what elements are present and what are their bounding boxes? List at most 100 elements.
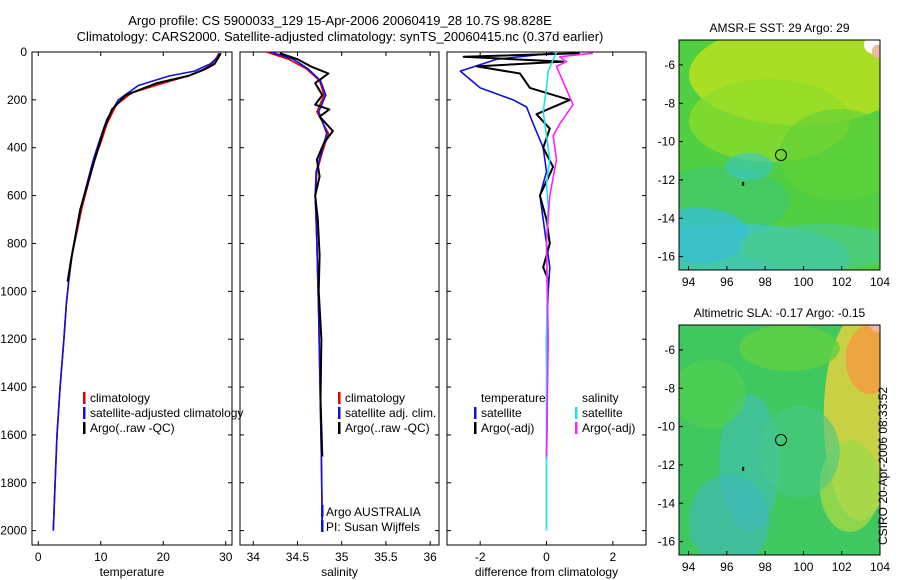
temperature-xtick-label: 0 [35, 550, 42, 564]
difference-legend-temp-argo-swatch [474, 422, 477, 434]
sst_map-xtick-label: 100 [793, 275, 813, 289]
temperature-ytick-label: 2000 [0, 524, 27, 538]
sst_map-ytick-label: -6 [664, 58, 675, 72]
difference-legend-temperature-heading: temperature [481, 391, 546, 405]
salinity-legend-satellite-swatch [338, 407, 341, 419]
temperature-legend-satellite-swatch [83, 407, 86, 419]
sst_map-title: AMSR-E SST: 29 Argo: 29 [709, 21, 849, 35]
salinity-annotation-swatch1 [321, 505, 324, 517]
sst_map-float-marker [774, 149, 787, 161]
sla_map-ytick-label: -6 [664, 343, 675, 357]
sst_map-xtick-label: 96 [720, 275, 734, 289]
salinity-legend-climatology-label: climatology [345, 391, 405, 405]
sst_map-ytick-label: -10 [658, 135, 676, 149]
temperature-ytick-label: 800 [7, 236, 27, 250]
sla_map-xtick-label: 102 [832, 560, 852, 574]
temperature-legend-climatology-label: climatology [90, 391, 150, 405]
temperature-ytick-label: 1200 [0, 332, 27, 346]
salinity-xtick-label: 36 [423, 550, 437, 564]
difference-legend-sal-satellite-swatch [575, 407, 578, 419]
figure-title-line2: Climatology: CARS2000. Satellite-adjuste… [76, 29, 604, 44]
temperature-ytick-label: 400 [7, 141, 27, 155]
sst_map-panel [678, 39, 881, 271]
sst_map-xtick-label: 104 [870, 275, 890, 289]
sla_map-ytick-label: -16 [658, 535, 676, 549]
difference-legend-sal-argo-swatch [575, 422, 578, 434]
sla_map-float-marker [774, 434, 787, 446]
salinity-xtick-label: 35.5 [374, 550, 398, 564]
sst_map-color-patch [679, 207, 750, 264]
sst_map-color-patch [725, 152, 774, 181]
temperature-series-argo-raw-qc- [66, 52, 222, 282]
difference-series-salinity-argo-adj- [545, 52, 593, 457]
difference-legend-temp-satellite-label: satellite [481, 406, 522, 420]
temperature-xtick-label: 10 [94, 550, 108, 564]
salinity-xtick-label: 34 [247, 550, 261, 564]
temperature-xlabel: temperature [100, 565, 165, 579]
timestamp-label: CSIRO 20-Apr-2006 08:33:52 [876, 386, 890, 545]
sla_map-xtick-label: 104 [870, 560, 890, 574]
sla_map-xtick-label: 100 [793, 560, 813, 574]
sla_map-field [679, 325, 880, 555]
temperature-ytick-label: 1800 [0, 476, 27, 490]
salinity-legend-argo-label: Argo(..raw -QC) [345, 421, 430, 435]
difference-legend-sal-argo-label: Argo(-adj) [582, 421, 635, 435]
salinity-xtick-label: 35 [335, 550, 349, 564]
difference-legend-salinity-heading: salinity [582, 391, 619, 405]
difference-xtick-label: -2 [475, 550, 486, 564]
temperature-legend-climatology-swatch [83, 392, 86, 404]
sla_map-ytick-label: -10 [658, 420, 676, 434]
sla_map-ytick-label: -14 [658, 496, 676, 510]
salinity-series-satellite-adj-clim- [270, 51, 328, 531]
sla_map-color-patch [759, 405, 840, 498]
sla_map-xtick-label: 98 [758, 560, 772, 574]
sst_map-axes-frame [678, 39, 881, 271]
salinity-legend-argo-swatch [338, 422, 341, 434]
salinity-legend-satellite-label: satellite adj. clim. [345, 406, 436, 420]
sla_map-xtick-label: 96 [720, 560, 734, 574]
temperature-legend-satellite-label: satellite-adjusted climatology [90, 406, 243, 420]
sst_map-ytick-label: -14 [658, 211, 676, 225]
sst_map-ytick-label: -8 [664, 96, 675, 110]
salinity-legend-climatology-swatch [338, 392, 341, 404]
difference-series-salinity-satellite [542, 51, 558, 531]
sst_map-xtick-label: 98 [758, 275, 772, 289]
sst_map-track-dot [742, 181, 745, 186]
salinity-xtick-label: 34.5 [286, 550, 310, 564]
sla_map-panel [678, 324, 881, 556]
difference-xtick-label: 0 [543, 550, 550, 564]
salinity-annotation-line1: Argo AUSTRALIA [326, 505, 421, 519]
figure-title-line1: Argo profile: CS 5900033_129 15-Apr-2006… [128, 13, 552, 28]
difference-xlabel: difference from climatology [475, 565, 618, 579]
sst_map-color-patch [779, 109, 880, 201]
sst_map-land-patch [871, 44, 880, 59]
salinity-series-argo-raw-qc- [279, 52, 334, 457]
sla_map-track-dot [742, 466, 745, 471]
temperature-ytick-label: 0 [20, 45, 27, 59]
sst_map-xtick-label: 102 [832, 275, 852, 289]
sla_map-color-patch [845, 325, 880, 394]
salinity-annotation-swatch2 [321, 520, 324, 532]
temperature-ytick-label: 600 [7, 189, 27, 203]
sst_map-color-patch [739, 224, 880, 270]
difference-panel [446, 51, 647, 546]
sst_map-field [679, 40, 880, 270]
sla_map-ytick-label: -12 [658, 458, 676, 472]
temperature-xtick-label: 20 [157, 550, 171, 564]
difference-legend-temp-argo-label: Argo(-adj) [481, 421, 534, 435]
difference-legend-temp-satellite-swatch [474, 407, 477, 419]
difference-xtick-label: 2 [609, 550, 616, 564]
temperature-axes-frame [31, 51, 233, 546]
sla_map-color-patch [739, 325, 840, 371]
sla_map-title: Altimetric SLA: -0.17 Argo: -0.15 [694, 306, 866, 320]
sla_map-ytick-label: -8 [664, 381, 675, 395]
sla_map-color-patch [679, 359, 746, 429]
difference-legend-sal-satellite-label: satellite [582, 406, 623, 420]
salinity-annotation-line2: PI: Susan Wijffels [326, 520, 420, 534]
temperature-legend-argo-swatch [83, 422, 86, 434]
salinity-axes-frame [239, 51, 440, 546]
salinity-xlabel: salinity [321, 565, 358, 579]
difference-series-temperature-argo-adj- [462, 52, 580, 283]
sla_map-axes-frame [678, 324, 881, 556]
